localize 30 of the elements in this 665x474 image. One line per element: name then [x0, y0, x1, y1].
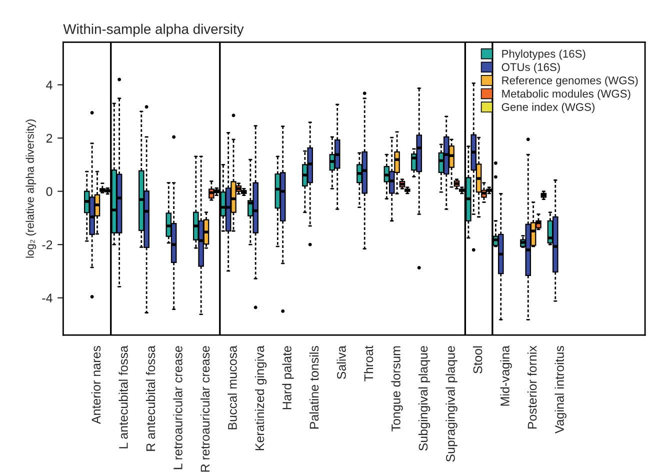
x-tick-label: Hard palate [282, 346, 294, 410]
x-tick-label: Palatine tonsils [309, 346, 319, 429]
x-tick-label: R retroauricular crease [200, 346, 210, 472]
x-tick-label: Throat [364, 346, 374, 382]
legend-label: Metabolic modules (WGS) [502, 89, 630, 100]
x-tick-label: Subgingival plaque [418, 346, 430, 451]
x-tick-label: L antecubital fossa [118, 346, 128, 448]
x-tick-label: Vaginal introitus [554, 346, 566, 434]
legend-label: Phylotypes (16S) [502, 50, 586, 60]
legend-label: OTUs (16S) [502, 62, 560, 74]
legend-label: Gene index (WGS) [502, 102, 594, 114]
y-tick-label: 2 [46, 134, 52, 143]
x-tick-label: Saliva [336, 346, 346, 380]
y-axis-title: log₂ (relative alpha diversity) [26, 120, 36, 258]
x-tick-label: Supragingival plaque [446, 346, 458, 462]
legend-label: Reference genomes (WGS) [502, 76, 638, 87]
x-tick-label: Posterior fornix [527, 346, 537, 429]
x-tick-label: Buccal mucosa [228, 346, 237, 430]
x-tick-label: L retroauricular crease [173, 346, 182, 470]
x-tick-label: Mid-vagina [500, 346, 512, 406]
chart-title: Within-sample alpha diversity [63, 24, 244, 37]
y-tick-label: -4 [42, 294, 52, 302]
y-tick-label: 4 [46, 80, 52, 90]
x-tick-label: R antecubital fossa [146, 346, 156, 451]
x-tick-label: Tongue dorsum [391, 346, 403, 432]
y-tick-label: -2 [42, 240, 52, 250]
x-tick-label: Stool [472, 346, 482, 374]
y-tick-label: 0 [46, 187, 52, 196]
x-tick-label: Keratinized gingiva [254, 346, 267, 450]
x-tick-label: Anterior nares [91, 346, 101, 424]
